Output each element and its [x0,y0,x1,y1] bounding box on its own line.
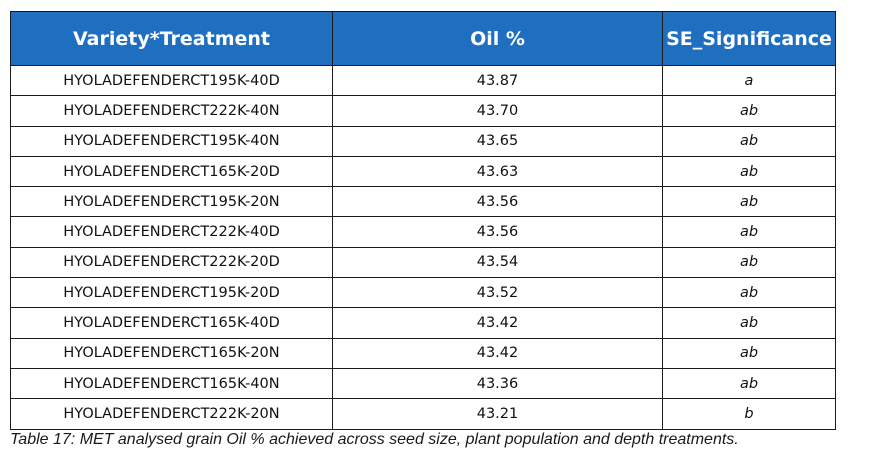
variety-treatment-cell: HYOLADEFENDERCT165K-20N [10,337,333,369]
significance-cell: ab [662,216,836,248]
variety-treatment-cell: HYOLADEFENDERCT222K-20N [10,398,333,430]
significance-cell: ab [662,367,836,400]
variety-treatment-cell: HYOLADEFENDERCT165K-40D [10,307,333,339]
table-header: Variety*Treatment Oil % SE_Significance [10,11,836,66]
oil-percent-cell: 43.65 [332,125,663,157]
header-se-significance: SE_Significance [662,11,836,66]
oil-percent-cell: 43.56 [332,216,663,248]
significance-cell: b [662,398,836,430]
table-row: HYOLADEFENDERCT195K-20N 43.56 ab [10,186,836,218]
significance-cell: ab [662,246,836,279]
oil-percent-cell: 43.56 [332,186,663,218]
oil-percent-cell: 43.42 [332,307,663,339]
oil-percent-cell: 43.70 [332,95,663,127]
significance-cell: ab [662,186,836,218]
variety-treatment-cell: HYOLADEFENDERCT195K-40D [10,64,333,97]
table-row: HYOLADEFENDERCT165K-20D 43.63 ab [10,155,836,188]
results-table-container: Variety*Treatment Oil % SE_Significance … [10,11,836,430]
table-row: HYOLADEFENDERCT165K-40D 43.42 ab [10,307,836,339]
variety-treatment-cell: HYOLADEFENDERCT195K-20D [10,277,333,309]
oil-results-table: Variety*Treatment Oil % SE_Significance … [10,11,836,430]
variety-treatment-cell: HYOLADEFENDERCT165K-40N [10,367,333,400]
significance-cell: ab [662,95,836,127]
oil-percent-cell: 43.42 [332,337,663,369]
variety-treatment-cell: HYOLADEFENDERCT222K-40N [10,95,333,127]
table-row: HYOLADEFENDERCT222K-20D 43.54 ab [10,246,836,279]
oil-percent-cell: 43.21 [332,398,663,430]
table-row: HYOLADEFENDERCT222K-40N 43.70 ab [10,95,836,127]
significance-cell: ab [662,337,836,369]
table-row: HYOLADEFENDERCT165K-20N 43.42 ab [10,337,836,369]
table-row: HYOLADEFENDERCT195K-20D 43.52 ab [10,277,836,309]
table-row: HYOLADEFENDERCT222K-20N 43.21 b [10,398,836,430]
oil-percent-cell: 43.36 [332,367,663,400]
table-body: HYOLADEFENDERCT195K-40D 43.87 a HYOLADEF… [10,64,836,430]
oil-percent-cell: 43.63 [332,155,663,188]
variety-treatment-cell: HYOLADEFENDERCT195K-40N [10,125,333,157]
significance-cell: ab [662,125,836,157]
oil-percent-cell: 43.87 [332,64,663,97]
significance-cell: ab [662,155,836,188]
significance-cell: a [662,64,836,97]
significance-cell: ab [662,277,836,309]
table-row: HYOLADEFENDERCT222K-40D 43.56 ab [10,216,836,248]
oil-percent-cell: 43.54 [332,246,663,279]
header-variety-treatment: Variety*Treatment [10,11,333,66]
variety-treatment-cell: HYOLADEFENDERCT222K-20D [10,246,333,279]
variety-treatment-cell: HYOLADEFENDERCT165K-20D [10,155,333,188]
table-caption: Table 17: MET analysed grain Oil % achie… [10,431,739,448]
table-row: HYOLADEFENDERCT165K-40N 43.36 ab [10,367,836,400]
significance-cell: ab [662,307,836,339]
table-row: HYOLADEFENDERCT195K-40N 43.65 ab [10,125,836,157]
table-row: HYOLADEFENDERCT195K-40D 43.87 a [10,64,836,97]
header-oil-percent: Oil % [332,11,663,66]
variety-treatment-cell: HYOLADEFENDERCT222K-40D [10,216,333,248]
variety-treatment-cell: HYOLADEFENDERCT195K-20N [10,186,333,218]
oil-percent-cell: 43.52 [332,277,663,309]
header-row: Variety*Treatment Oil % SE_Significance [10,11,836,66]
